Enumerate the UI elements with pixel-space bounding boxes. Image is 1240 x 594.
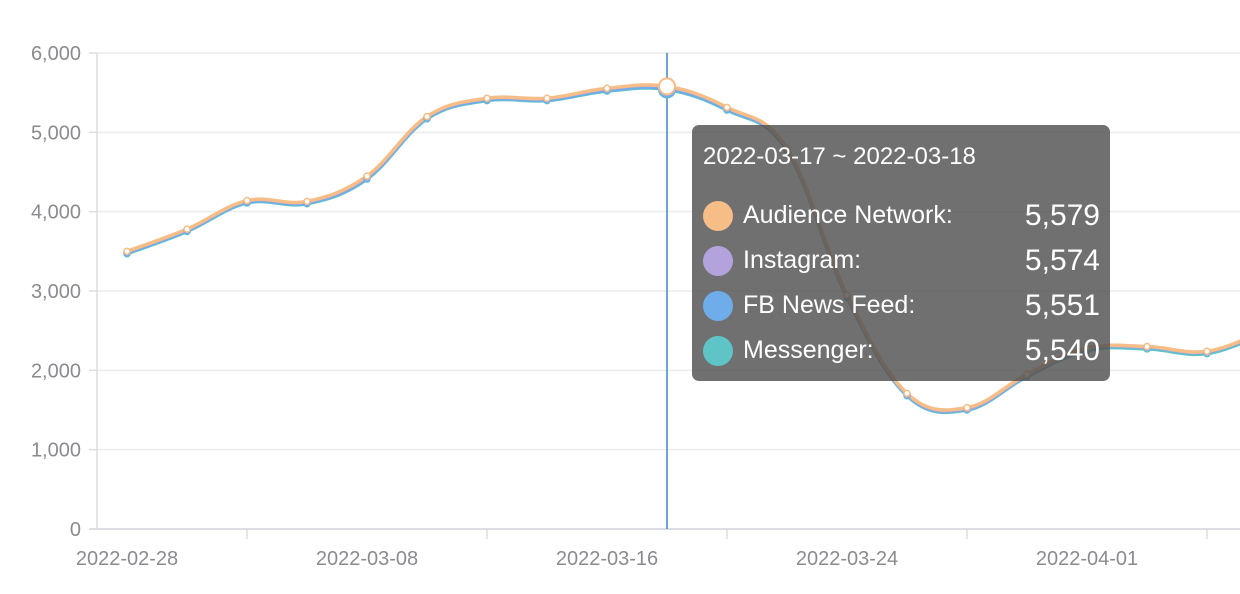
data-point-audience-network bbox=[183, 225, 191, 233]
tooltip-title: 2022-03-17 ~ 2022-03-18 bbox=[703, 143, 976, 170]
y-tick-label: 6,000 bbox=[31, 43, 81, 65]
tooltip-row: Audience Network: 5,579 bbox=[703, 193, 1100, 238]
tooltip-series-name: Instagram: bbox=[743, 246, 862, 274]
data-point-audience-network bbox=[123, 247, 131, 256]
legend-dot-icon bbox=[703, 200, 733, 231]
legend-dot-icon bbox=[703, 290, 733, 321]
y-tick-label: 5,000 bbox=[31, 122, 81, 144]
tooltip-value: 5,574 bbox=[1024, 243, 1100, 277]
data-point-audience-network bbox=[1143, 342, 1151, 351]
tooltip-row: FB News Feed: 5,551 bbox=[703, 283, 1100, 328]
data-point-audience-network bbox=[363, 172, 371, 180]
data-point-audience-network bbox=[303, 197, 311, 206]
data-point-audience-network bbox=[243, 196, 251, 205]
tooltip: 2022-03-17 ~ 2022-03-18 Audience Network… bbox=[692, 125, 1110, 381]
tooltip-row: Messenger: 5,540 bbox=[703, 328, 1100, 373]
tooltip-series-name: FB News Feed: bbox=[743, 291, 916, 319]
data-point-audience-network bbox=[1203, 347, 1211, 356]
x-tick-label: 2022-03-16 bbox=[556, 548, 658, 570]
legend-dot-icon bbox=[703, 335, 733, 366]
tooltip-value: 5,579 bbox=[1024, 198, 1100, 232]
data-point-audience-network bbox=[603, 84, 611, 93]
tooltip-row: Instagram: 5,574 bbox=[703, 238, 1100, 283]
tooltip-series-name: Messenger: bbox=[743, 336, 874, 364]
y-tick-label: 3,000 bbox=[31, 281, 81, 303]
tooltip-series-name: Audience Network: bbox=[743, 201, 953, 229]
x-tick-label: 2022-03-08 bbox=[316, 548, 418, 570]
y-tick-label: 1,000 bbox=[31, 440, 81, 462]
x-tick-label: 2022-02-28 bbox=[76, 548, 178, 570]
data-point-audience-network bbox=[543, 94, 551, 102]
tooltip-value: 5,551 bbox=[1024, 288, 1100, 322]
y-tick-label: 4,000 bbox=[31, 202, 81, 224]
data-point-audience-network bbox=[903, 389, 911, 398]
x-tick-label: 2022-04-01 bbox=[1036, 548, 1138, 570]
legend-dot-icon bbox=[703, 245, 733, 276]
x-tick-label: 2022-03-24 bbox=[796, 548, 898, 570]
data-point-audience-network bbox=[723, 103, 731, 112]
data-point-audience-network bbox=[423, 112, 431, 121]
data-point-audience-network bbox=[483, 94, 491, 102]
y-tick-label: 0 bbox=[70, 519, 81, 541]
y-tick-label: 2,000 bbox=[31, 360, 81, 382]
data-point-audience-network bbox=[963, 403, 971, 412]
tooltip-value: 5,540 bbox=[1024, 333, 1100, 367]
data-point-audience-network bbox=[658, 77, 676, 96]
